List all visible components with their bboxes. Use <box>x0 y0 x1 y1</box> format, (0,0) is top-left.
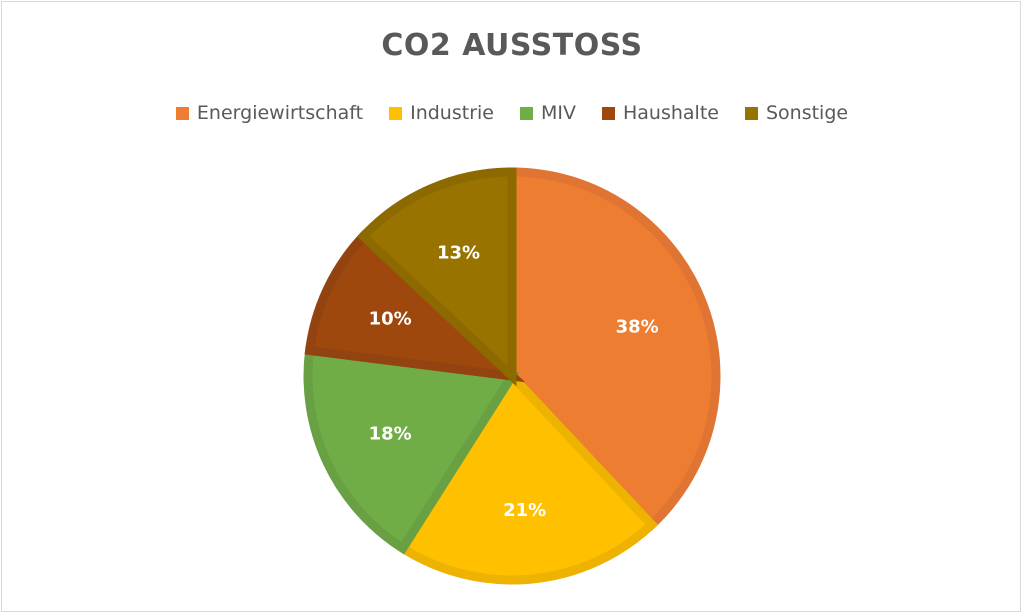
slice-label-miv: 18% <box>369 423 412 444</box>
slice-label-sonstige: 13% <box>437 242 480 263</box>
pie-slice-haushalte <box>304 229 526 383</box>
slice-label-haushalte: 10% <box>369 309 412 330</box>
legend-swatch <box>601 106 615 120</box>
legend-item-energiewirtschaft: Energiewirtschaft <box>175 102 364 124</box>
pie-slice-industrie <box>396 368 659 585</box>
pie-slice-sonstige <box>356 167 517 387</box>
legend-item-miv: MIV <box>519 102 576 124</box>
chart-legend: Energiewirtschaft Industrie MIV Haushalt… <box>0 102 1024 124</box>
legend-label: MIV <box>540 102 576 124</box>
legend-label: Haushalte <box>622 102 719 124</box>
pie-slice-energiewirtschaft <box>507 167 721 532</box>
legend-label: Energiewirtschaft <box>196 102 364 124</box>
chart-title: CO2 AUSSTOSS <box>381 28 643 63</box>
legend-swatch <box>175 106 189 120</box>
legend-label: Industrie <box>410 102 494 124</box>
legend-swatch <box>744 106 758 120</box>
legend-label: Sonstige <box>765 102 849 124</box>
legend-item-industrie: Industrie <box>389 102 494 124</box>
legend-item-haushalte: Haushalte <box>601 102 719 124</box>
slice-label-energiewirtschaft: 38% <box>616 316 659 337</box>
legend-item-sonstige: Sonstige <box>744 102 849 124</box>
slice-label-industrie: 21% <box>503 500 546 521</box>
legend-swatch <box>519 106 533 120</box>
legend-swatch <box>389 106 403 120</box>
pie-slice-miv <box>303 345 520 555</box>
